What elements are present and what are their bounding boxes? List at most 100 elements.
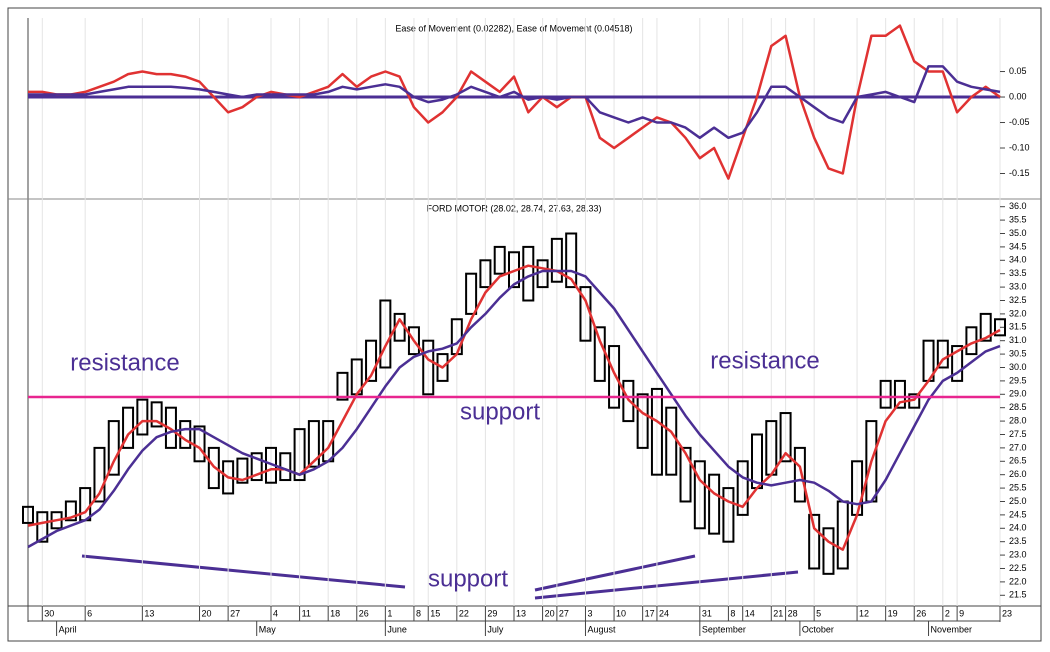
y-tick-label: 33.5 bbox=[1009, 268, 1027, 278]
month-label: June bbox=[387, 624, 407, 634]
price-box bbox=[150, 401, 163, 428]
x-tick-label: 2 bbox=[945, 608, 950, 618]
price-box bbox=[93, 446, 106, 503]
x-tick-label: 8 bbox=[416, 608, 421, 618]
y-tick-label: 21.5 bbox=[1009, 590, 1027, 600]
price-box bbox=[779, 412, 792, 463]
annotation: support bbox=[460, 398, 540, 425]
y-tick-label: 29.0 bbox=[1009, 389, 1027, 399]
price-box bbox=[379, 299, 392, 369]
x-tick-label: 1 bbox=[387, 608, 392, 618]
x-tick-label: 20 bbox=[545, 608, 555, 618]
y-tick-label: 25.5 bbox=[1009, 482, 1027, 492]
price-box bbox=[708, 473, 721, 535]
price-box bbox=[793, 446, 806, 503]
x-tick-label: 31 bbox=[702, 608, 712, 618]
x-tick-label: 24 bbox=[659, 608, 669, 618]
y-tick-label: 27.0 bbox=[1009, 442, 1027, 452]
x-tick-label: 17 bbox=[645, 608, 655, 618]
x-tick-label: 3 bbox=[587, 608, 592, 618]
y-tick-label: -0.05 bbox=[1009, 117, 1030, 127]
series-line bbox=[27, 264, 1001, 551]
price-box bbox=[479, 259, 492, 289]
x-tick-label: 30 bbox=[44, 608, 54, 618]
x-tick-label: 11 bbox=[302, 608, 311, 618]
x-tick-label: 27 bbox=[230, 608, 240, 618]
y-tick-label: 31.5 bbox=[1009, 322, 1027, 332]
frame bbox=[7, 7, 1042, 642]
price-box bbox=[936, 339, 949, 369]
price-box bbox=[293, 428, 306, 482]
price-box bbox=[407, 326, 420, 356]
price-box bbox=[336, 371, 349, 401]
x-tick-label: 9 bbox=[959, 608, 964, 618]
price-box bbox=[64, 500, 77, 522]
x-tick-label: 19 bbox=[888, 608, 898, 618]
y-tick-label: 23.5 bbox=[1009, 536, 1027, 546]
y-tick-label: 22.5 bbox=[1009, 563, 1027, 573]
y-tick-label: 27.5 bbox=[1009, 429, 1027, 439]
month-label: July bbox=[487, 624, 504, 634]
price-box bbox=[436, 353, 449, 382]
x-tick-label: 12 bbox=[859, 608, 869, 618]
y-tick-label: 26.5 bbox=[1009, 456, 1027, 466]
x-tick-label: 18 bbox=[330, 608, 340, 618]
price-box bbox=[307, 420, 320, 468]
y-tick-label: 32.0 bbox=[1009, 308, 1027, 318]
price-box bbox=[250, 452, 263, 482]
price-box bbox=[365, 339, 378, 382]
month-label: May bbox=[259, 624, 277, 634]
price-box bbox=[650, 387, 663, 476]
y-tick-label: 35.5 bbox=[1009, 214, 1027, 224]
price-box bbox=[722, 487, 735, 543]
price-box bbox=[608, 345, 621, 409]
annotation: resistance bbox=[70, 349, 179, 376]
x-tick-label: 8 bbox=[730, 608, 735, 618]
x-tick-label: 20 bbox=[202, 608, 212, 618]
series-line bbox=[28, 24, 1001, 180]
x-tick-label: 29 bbox=[487, 608, 497, 618]
price-box bbox=[422, 339, 435, 396]
price-box bbox=[236, 457, 249, 484]
y-tick-label: 22.0 bbox=[1009, 576, 1027, 586]
y-tick-label: 30.0 bbox=[1009, 362, 1027, 372]
price-box bbox=[636, 393, 649, 449]
x-tick-label: 21 bbox=[773, 608, 783, 618]
price-box bbox=[994, 318, 1006, 337]
series-line bbox=[27, 269, 1001, 549]
trendlines bbox=[81, 554, 799, 600]
series-line bbox=[28, 65, 1001, 140]
y-tick-label: 0.00 bbox=[1009, 91, 1027, 101]
x-tick-label: 6 bbox=[87, 608, 92, 618]
annotation: support bbox=[428, 565, 508, 592]
price-box bbox=[179, 420, 192, 449]
month-label: August bbox=[587, 624, 616, 634]
x-tick-label: 13 bbox=[144, 608, 154, 618]
y-tick-label: 0.05 bbox=[1009, 66, 1027, 76]
month-label: October bbox=[802, 624, 834, 634]
y-tick-label: 24.0 bbox=[1009, 523, 1027, 533]
y-tick-label: -0.10 bbox=[1009, 142, 1030, 152]
y-tick-label: 35.0 bbox=[1009, 228, 1027, 238]
y-tick-label: 28.0 bbox=[1009, 415, 1027, 425]
y-tick-label: 34.0 bbox=[1009, 255, 1027, 265]
month-label: September bbox=[702, 624, 746, 634]
price-box bbox=[136, 398, 149, 436]
y-tick-label: 23.0 bbox=[1009, 549, 1027, 559]
y-tick-label: 31.0 bbox=[1009, 335, 1027, 345]
price-box bbox=[565, 232, 578, 289]
price-box bbox=[893, 379, 906, 409]
price-box bbox=[879, 379, 892, 409]
y-tick-label: 25.0 bbox=[1009, 496, 1027, 506]
x-tick-label: 23 bbox=[1002, 608, 1012, 618]
y-tick-label: 30.5 bbox=[1009, 348, 1027, 358]
annotation: resistance bbox=[710, 347, 819, 374]
month-label: April bbox=[59, 624, 77, 634]
y-tick-label: 34.5 bbox=[1009, 241, 1027, 251]
y-tick-label: 29.5 bbox=[1009, 375, 1027, 385]
price-box bbox=[207, 446, 220, 490]
x-tick-label: 27 bbox=[559, 608, 569, 618]
x-tick-label: 13 bbox=[516, 608, 526, 618]
